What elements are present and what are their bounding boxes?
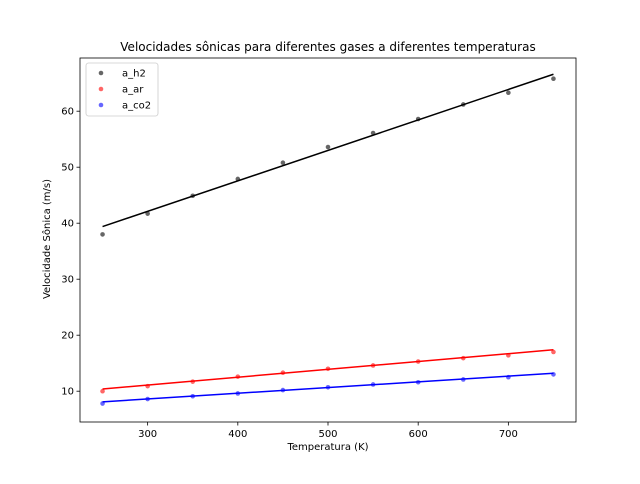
y-axis-label: Velocidade Sônica (m/s) bbox=[41, 179, 53, 299]
series-a_h2-point bbox=[370, 130, 376, 136]
series-a_ar-point bbox=[370, 363, 376, 368]
plot-content bbox=[100, 73, 556, 406]
legend: a_h2 a_ar a_co2 bbox=[85, 62, 159, 117]
series-a_co2-point bbox=[415, 379, 421, 385]
x-tick-label: 400 bbox=[228, 429, 247, 440]
x-tick-label: 300 bbox=[138, 429, 157, 440]
series-a_ar-point bbox=[145, 383, 150, 389]
series-a_ar-point bbox=[415, 359, 421, 364]
series-a_h2-point bbox=[460, 102, 466, 107]
series-a_co2-point bbox=[551, 372, 556, 377]
series-a_co2-point bbox=[190, 393, 196, 399]
y-tick-label: 60 bbox=[61, 107, 74, 118]
legend-marker-a_h2 bbox=[98, 70, 104, 76]
series-a_co2-point bbox=[145, 396, 150, 402]
series-a_co2-point bbox=[100, 401, 105, 406]
series-a_co2-point bbox=[325, 384, 331, 390]
x-tick-label: 600 bbox=[409, 429, 428, 440]
series-a_ar-point bbox=[460, 355, 466, 361]
series-a_h2-point bbox=[415, 116, 421, 122]
series-a_ar-point bbox=[506, 353, 511, 358]
y-tick-label: 40 bbox=[61, 219, 74, 230]
series-a_h2-fit-line bbox=[102, 73, 554, 228]
legend-box bbox=[85, 62, 159, 117]
y-tick-label: 30 bbox=[61, 275, 74, 286]
series-a_h2-point bbox=[145, 211, 150, 216]
series-a_h2-point bbox=[551, 76, 556, 82]
series-a_h2-point bbox=[235, 176, 241, 182]
legend-label-a_h2: a_h2 bbox=[122, 69, 146, 80]
legend-label-a_ar: a_ar bbox=[122, 85, 144, 96]
y-tick-label: 10 bbox=[61, 387, 74, 398]
series-a_h2-point bbox=[190, 193, 196, 199]
series-a_ar-point bbox=[235, 374, 241, 379]
series-a_ar-point bbox=[190, 379, 196, 384]
series-a_ar-point bbox=[280, 370, 286, 376]
legend-marker-a_ar bbox=[98, 86, 104, 92]
series-a_h2-point bbox=[506, 90, 511, 96]
series-a_co2-point bbox=[280, 387, 286, 393]
legend-label-a_co2: a_co2 bbox=[122, 101, 151, 112]
series-a_ar-point bbox=[100, 388, 105, 394]
series-a_co2-point bbox=[460, 377, 466, 382]
x-tick-label: 500 bbox=[318, 429, 337, 440]
x-axis-label: Temperatura (K) bbox=[286, 442, 368, 453]
y-tick-label: 50 bbox=[61, 163, 74, 174]
series-a_h2-point bbox=[325, 144, 331, 150]
series-a_co2-point bbox=[506, 374, 511, 380]
series-a_ar-point bbox=[325, 366, 331, 372]
x-tick-label: 700 bbox=[499, 429, 518, 440]
y-tick-label: 20 bbox=[61, 331, 74, 342]
series-a_co2-point bbox=[235, 391, 241, 396]
axis-ticks: 300 400 500 600 700 10 20 30 40 50 60 bbox=[61, 107, 518, 440]
legend-marker-a_co2 bbox=[98, 102, 104, 108]
chart-title: Velocidades sônicas para diferentes gase… bbox=[120, 40, 535, 54]
series-a_h2-point bbox=[100, 232, 105, 237]
series-a_co2-point bbox=[370, 382, 376, 387]
series-a_h2-point bbox=[280, 160, 286, 166]
series-a_ar-point bbox=[551, 349, 556, 355]
